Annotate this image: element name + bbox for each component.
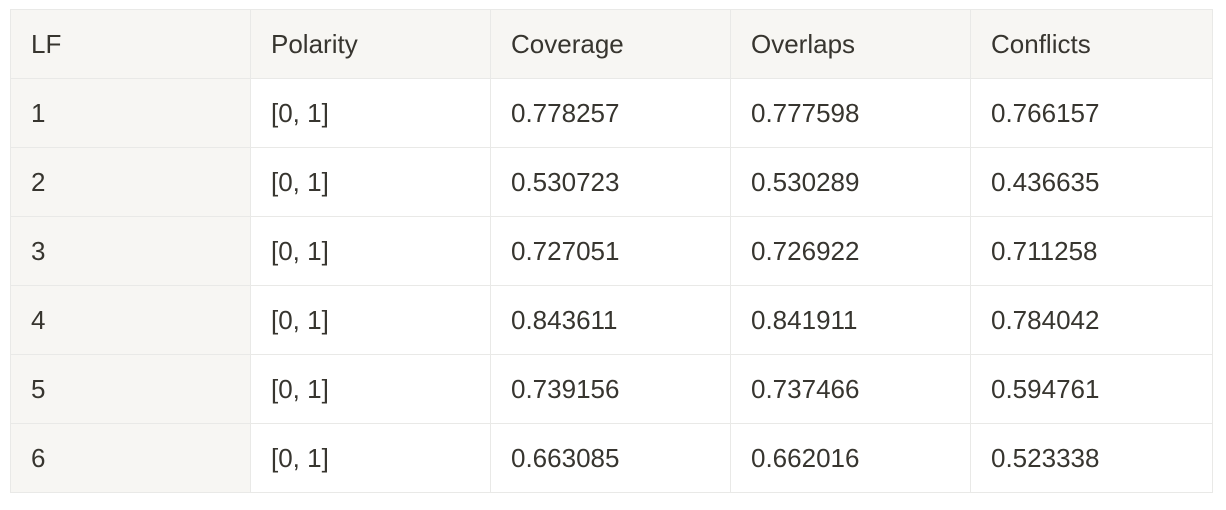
cell-overlaps: 0.737466: [730, 354, 971, 424]
cell-polarity: [0, 1]: [250, 285, 491, 355]
cell-conflicts: 0.784042: [970, 285, 1213, 355]
cell-coverage: 0.727051: [490, 216, 731, 286]
cell-polarity: [0, 1]: [250, 423, 491, 493]
header-conflicts: Conflicts: [970, 9, 1213, 79]
cell-conflicts: 0.594761: [970, 354, 1213, 424]
cell-lf: 5: [10, 354, 251, 424]
cell-overlaps: 0.530289: [730, 147, 971, 217]
cell-overlaps: 0.726922: [730, 216, 971, 286]
table-row: 2 [0, 1] 0.530723 0.530289 0.436635: [10, 147, 1213, 217]
table-row: 5 [0, 1] 0.739156 0.737466 0.594761: [10, 354, 1213, 424]
cell-conflicts: 0.523338: [970, 423, 1213, 493]
cell-polarity: [0, 1]: [250, 147, 491, 217]
lf-summary-table-container: LF Polarity Coverage Overlaps Conflicts …: [10, 9, 1213, 493]
table-row: 4 [0, 1] 0.843611 0.841911 0.784042: [10, 285, 1213, 355]
table-row: 6 [0, 1] 0.663085 0.662016 0.523338: [10, 423, 1213, 493]
cell-polarity: [0, 1]: [250, 216, 491, 286]
header-row: LF Polarity Coverage Overlaps Conflicts: [10, 9, 1213, 79]
cell-lf: 2: [10, 147, 251, 217]
cell-lf: 1: [10, 78, 251, 148]
cell-conflicts: 0.711258: [970, 216, 1213, 286]
table-row: 1 [0, 1] 0.778257 0.777598 0.766157: [10, 78, 1213, 148]
header-polarity: Polarity: [250, 9, 491, 79]
cell-polarity: [0, 1]: [250, 354, 491, 424]
cell-conflicts: 0.436635: [970, 147, 1213, 217]
cell-lf: 3: [10, 216, 251, 286]
cell-coverage: 0.843611: [490, 285, 731, 355]
cell-coverage: 0.739156: [490, 354, 731, 424]
cell-polarity: [0, 1]: [250, 78, 491, 148]
cell-coverage: 0.530723: [490, 147, 731, 217]
header-coverage: Coverage: [490, 9, 731, 79]
lf-summary-table: LF Polarity Coverage Overlaps Conflicts …: [10, 9, 1213, 493]
cell-overlaps: 0.777598: [730, 78, 971, 148]
table-row: 3 [0, 1] 0.727051 0.726922 0.711258: [10, 216, 1213, 286]
cell-overlaps: 0.662016: [730, 423, 971, 493]
header-overlaps: Overlaps: [730, 9, 971, 79]
header-lf: LF: [10, 9, 251, 79]
table-body: 1 [0, 1] 0.778257 0.777598 0.766157 2 [0…: [10, 78, 1213, 493]
cell-coverage: 0.663085: [490, 423, 731, 493]
cell-conflicts: 0.766157: [970, 78, 1213, 148]
cell-coverage: 0.778257: [490, 78, 731, 148]
cell-lf: 6: [10, 423, 251, 493]
cell-overlaps: 0.841911: [730, 285, 971, 355]
cell-lf: 4: [10, 285, 251, 355]
table-header: LF Polarity Coverage Overlaps Conflicts: [10, 9, 1213, 79]
